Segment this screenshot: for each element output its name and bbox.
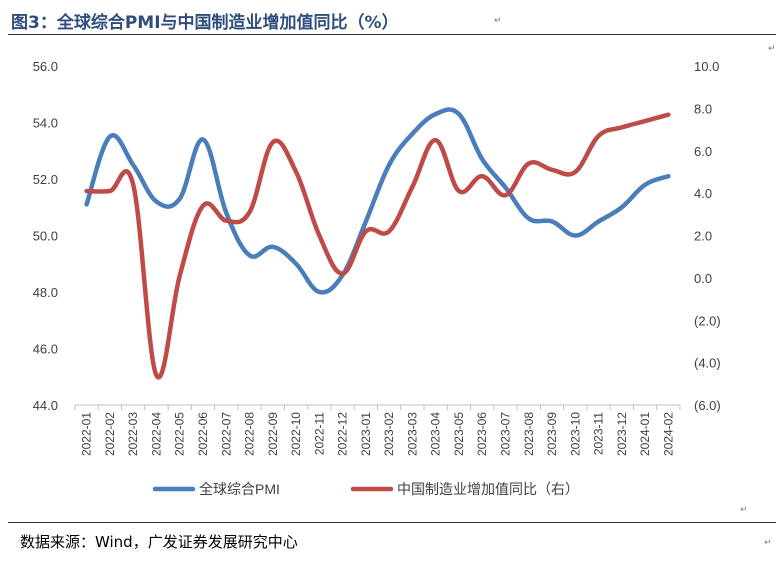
right-axis-tick-label: 10.0 bbox=[694, 59, 719, 74]
x-axis-tick-label: 2022-03 bbox=[126, 412, 140, 456]
x-axis-tick-label: 2023-08 bbox=[522, 412, 536, 456]
left-axis: 44.0 46.0 48.0 50.0 52.0 54.0 56.0 bbox=[33, 59, 58, 413]
x-axis-tick-label: 2022-01 bbox=[80, 412, 94, 456]
source-note: 数据来源：Wind，广发证券发展研究中心 bbox=[20, 533, 298, 551]
right-axis-tick-label: 8.0 bbox=[694, 101, 712, 116]
china-manufacturing-line bbox=[84, 112, 671, 380]
x-axis-tick-label: 2023-04 bbox=[429, 412, 443, 456]
return-mark: ↵ bbox=[740, 505, 748, 515]
x-axis-tick-label: 2022-06 bbox=[196, 412, 210, 456]
x-axis-tick-label: 2024-02 bbox=[661, 412, 675, 456]
legend: 全球综合PMI 中国制造业增加值同比（右） bbox=[152, 481, 579, 497]
x-axis-tick-label: 2022-05 bbox=[173, 412, 187, 456]
right-axis-tick-label: (4.0) bbox=[694, 356, 721, 371]
right-axis-tick-label: (6.0) bbox=[694, 398, 721, 413]
return-mark: ↵ bbox=[494, 16, 502, 26]
left-axis-tick-label: 52.0 bbox=[33, 172, 58, 187]
x-axis-ticks: 2022-01 2022-02 2022-03 2022-04 2022-05 2022-… bbox=[74, 405, 681, 456]
x-axis-tick-label: 2022-09 bbox=[266, 412, 280, 456]
x-axis-tick-label: 2022-02 bbox=[103, 412, 117, 456]
title-rule bbox=[8, 34, 776, 35]
left-axis-tick-label: 48.0 bbox=[33, 285, 58, 300]
x-axis-tick-label: 2022-07 bbox=[219, 412, 233, 456]
right-axis: (6.0) (4.0) (2.0) 0.0 2.0 4.0 6.0 8.0 10.0 bbox=[694, 59, 721, 413]
left-axis-tick-label: 46.0 bbox=[33, 342, 58, 357]
left-axis-tick-label: 54.0 bbox=[33, 116, 58, 131]
return-mark: ↵ bbox=[764, 538, 772, 548]
x-axis-tick-label: 2023-03 bbox=[405, 412, 419, 456]
x-axis-tick-label: 2023-02 bbox=[382, 412, 396, 456]
x-axis-tick-label: 2022-11 bbox=[312, 412, 326, 455]
series-layer bbox=[84, 107, 671, 380]
x-axis-tick-label: 2024-01 bbox=[638, 412, 652, 456]
x-axis-tick-label: 2023-07 bbox=[498, 412, 512, 456]
x-axis-tick-label: 2022-12 bbox=[336, 412, 350, 456]
left-axis-tick-label: 56.0 bbox=[33, 59, 58, 74]
x-axis-tick-label: 2023-12 bbox=[615, 412, 629, 456]
right-axis-tick-label: 6.0 bbox=[694, 144, 712, 159]
x-axis-tick-label: 2023-09 bbox=[545, 412, 559, 456]
return-mark: ↵ bbox=[768, 44, 776, 54]
footer-rule bbox=[8, 522, 776, 523]
x-axis-tick-label: 2022-08 bbox=[243, 412, 257, 456]
right-axis-tick-label: (2.0) bbox=[694, 313, 721, 328]
x-axis-tick-label: 2023-01 bbox=[359, 412, 373, 456]
right-axis-tick-label: 0.0 bbox=[694, 271, 712, 286]
x-axis-tick-label: 2023-10 bbox=[568, 412, 582, 456]
global-pmi-legend-label: 全球综合PMI bbox=[199, 481, 280, 497]
x-axis-tick-label: 2023-06 bbox=[475, 412, 489, 456]
china-manufacturing-legend-label: 中国制造业增加值同比（右） bbox=[397, 481, 579, 497]
x-axis-tick-label: 2022-10 bbox=[289, 412, 303, 456]
left-axis-tick-label: 44.0 bbox=[33, 398, 58, 413]
global-pmi-line bbox=[84, 107, 671, 295]
x-axis-tick-label: 2023-11 bbox=[592, 412, 606, 455]
x-axis-tick-label: 2023-05 bbox=[452, 412, 466, 456]
right-axis-tick-label: 4.0 bbox=[694, 186, 712, 201]
x-axis-tick-label: 2022-04 bbox=[149, 412, 163, 456]
chart-title: 图3：全球综合PMI与中国制造业增加值同比（%） bbox=[11, 13, 399, 33]
right-axis-tick-label: 2.0 bbox=[694, 229, 712, 244]
left-axis-tick-label: 50.0 bbox=[33, 229, 58, 244]
